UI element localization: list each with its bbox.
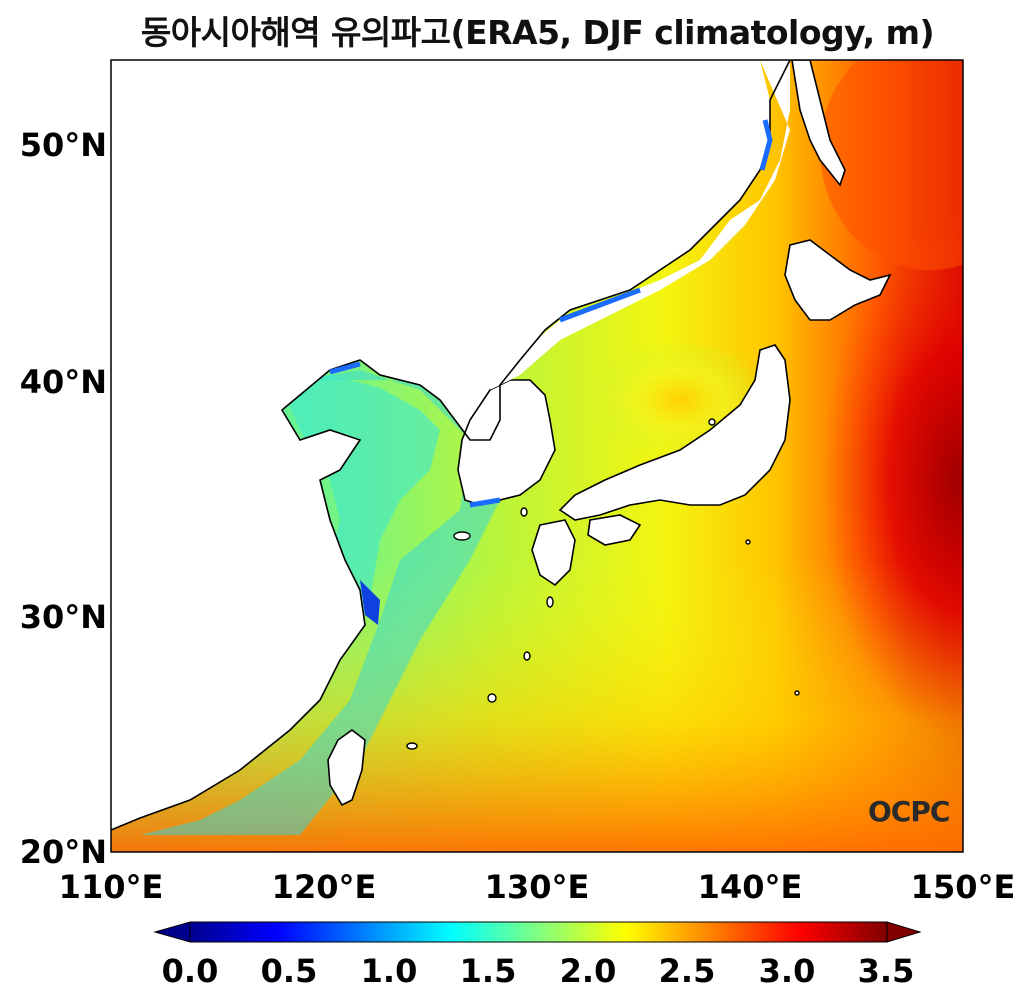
map-frame — [110, 59, 964, 853]
lon-tick-label: 140°E — [697, 868, 803, 906]
colorbar-tick-label: 0.0 — [161, 952, 219, 990]
lat-tick-label: 30°N — [19, 598, 107, 636]
lon-tick-label: 110°E — [58, 868, 164, 906]
colorbar-tick-label: 1.5 — [459, 952, 517, 990]
colorbar-tick-label: 1.0 — [360, 952, 418, 990]
lon-tick-label: 130°E — [484, 868, 590, 906]
lat-tick-label: 20°N — [19, 833, 107, 871]
lon-tick-label: 120°E — [271, 868, 377, 906]
colorbar-tick-label: 2.5 — [658, 952, 716, 990]
colorbar-tick-label: 3.0 — [758, 952, 816, 990]
lat-tick-label: 40°N — [19, 363, 107, 401]
colorbar — [153, 921, 922, 943]
colorbar-tick-label: 0.5 — [260, 952, 318, 990]
map-title: 동아시아해역 유의파고(ERA5, DJF climatology, m) — [140, 13, 935, 52]
ocpc-logo: OCPC — [868, 795, 950, 828]
colorbar-tick-label: 3.5 — [857, 952, 915, 990]
wave-height-field — [111, 60, 963, 852]
lat-tick-label: 50°N — [19, 126, 107, 164]
colorbar-tick-label: 2.0 — [559, 952, 617, 990]
lon-tick-label: 150°E — [910, 868, 1016, 906]
